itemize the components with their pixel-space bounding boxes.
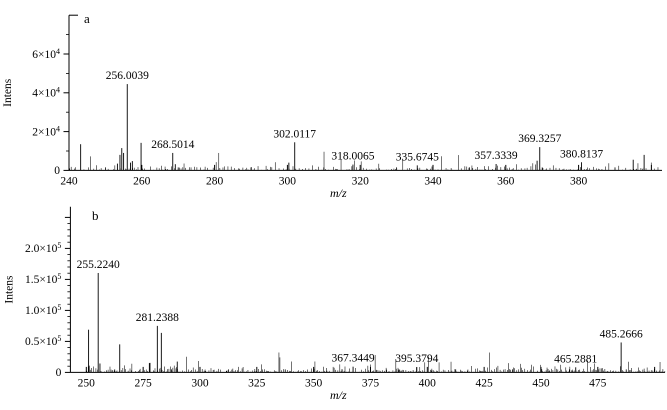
svg-text:280: 280	[206, 175, 224, 187]
svg-text:320: 320	[352, 175, 370, 187]
svg-text:380: 380	[570, 175, 588, 187]
svg-text:302.0117: 302.0117	[273, 128, 316, 140]
svg-text:256.0039: 256.0039	[106, 70, 149, 82]
svg-text:b: b	[92, 208, 99, 223]
svg-text:380.8137: 380.8137	[560, 148, 603, 160]
svg-text:335.6745: 335.6745	[396, 151, 439, 163]
svg-text:281.2388: 281.2388	[136, 312, 179, 324]
svg-text:325: 325	[248, 377, 266, 389]
svg-text:260: 260	[133, 175, 151, 187]
svg-text:425: 425	[476, 377, 494, 389]
svg-text:Intens: Intens	[2, 78, 14, 107]
svg-text:1.5×105: 1.5×105	[25, 272, 61, 287]
svg-text:367.3449: 367.3449	[332, 353, 375, 365]
svg-text:350: 350	[305, 377, 323, 389]
svg-text:a: a	[84, 11, 90, 26]
svg-text:Intens: Intens	[3, 275, 15, 304]
svg-text:255.2240: 255.2240	[77, 259, 120, 271]
svg-text:275: 275	[135, 377, 153, 389]
svg-text:475: 475	[589, 377, 607, 389]
svg-text:250: 250	[78, 377, 96, 389]
svg-text:340: 340	[424, 175, 442, 187]
svg-text:485.2666: 485.2666	[600, 328, 643, 340]
svg-text:0: 0	[54, 165, 60, 177]
svg-text:375: 375	[362, 377, 380, 389]
svg-text:360: 360	[497, 175, 515, 187]
svg-text:357.3339: 357.3339	[475, 150, 518, 162]
svg-text:300: 300	[279, 175, 297, 187]
svg-text:4×104: 4×104	[32, 85, 60, 100]
svg-text:6×104: 6×104	[32, 46, 60, 61]
svg-text:m/z: m/z	[330, 388, 347, 402]
svg-text:2.0×105: 2.0×105	[25, 241, 61, 256]
svg-text:450: 450	[532, 377, 550, 389]
svg-text:0: 0	[56, 367, 62, 379]
svg-text:369.3257: 369.3257	[518, 133, 561, 145]
svg-text:465.2881: 465.2881	[554, 353, 597, 365]
svg-text:m/z: m/z	[330, 186, 347, 200]
svg-text:0.5×105: 0.5×105	[25, 334, 61, 349]
svg-text:268.5014: 268.5014	[151, 139, 194, 151]
svg-text:400: 400	[419, 377, 437, 389]
svg-text:240: 240	[60, 175, 78, 187]
svg-text:1.0×105: 1.0×105	[25, 303, 61, 318]
svg-text:395.3794: 395.3794	[395, 353, 438, 365]
svg-text:2×104: 2×104	[32, 124, 60, 139]
svg-text:318.0065: 318.0065	[331, 151, 374, 163]
svg-text:300: 300	[191, 377, 209, 389]
